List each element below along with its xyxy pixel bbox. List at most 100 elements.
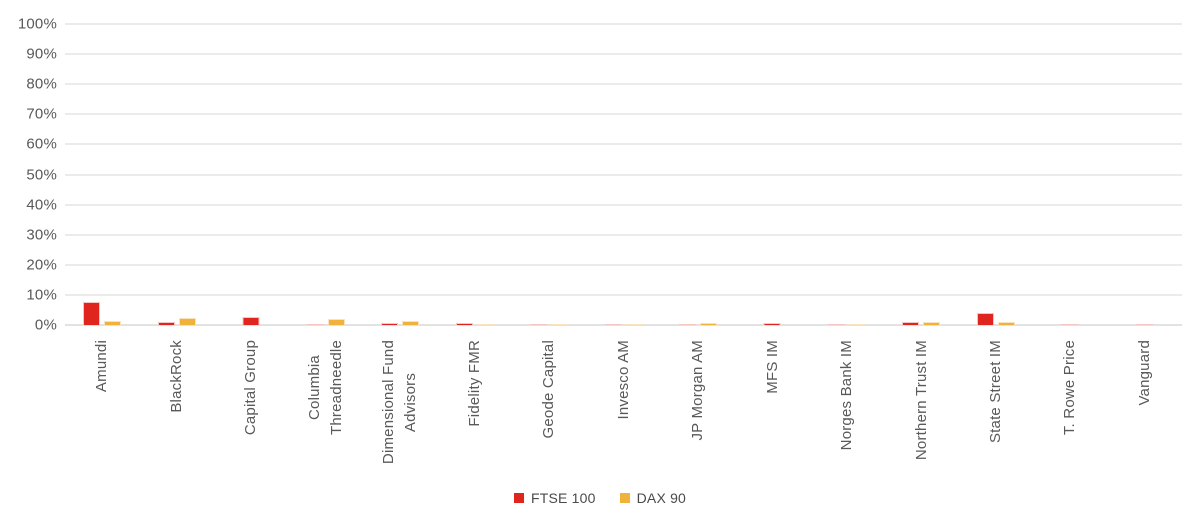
bar-group bbox=[902, 322, 941, 325]
bar-dax-90 bbox=[327, 318, 345, 325]
gridline bbox=[65, 293, 1182, 296]
bar-dax-90 bbox=[178, 318, 196, 325]
plot-area bbox=[65, 23, 1182, 326]
x-axis-label-cell: Northern Trust IM bbox=[884, 333, 958, 483]
y-axis-tick-label: 50% bbox=[26, 166, 57, 183]
gridline bbox=[65, 23, 1182, 25]
bar-ftse-100 bbox=[678, 324, 696, 325]
bar-dax-90 bbox=[997, 322, 1015, 325]
y-axis-tick-label: 20% bbox=[26, 256, 57, 274]
legend-label-dax-90: DAX 90 bbox=[636, 490, 687, 506]
bar-ftse-100 bbox=[763, 322, 781, 325]
y-axis-tick-label: 60% bbox=[26, 135, 57, 153]
gridline bbox=[65, 53, 1182, 56]
x-axis-label: State Street IM bbox=[986, 340, 1004, 444]
bar-ftse-100 bbox=[1136, 324, 1154, 325]
gridline bbox=[65, 173, 1182, 176]
x-axis-label: BlackRock bbox=[167, 340, 185, 413]
bar-group bbox=[763, 322, 781, 325]
x-axis-label-cell: T. Rowe Price bbox=[1033, 333, 1107, 483]
legend-swatch-dax-90 bbox=[619, 493, 630, 503]
gridline bbox=[65, 263, 1182, 266]
legend-item-dax-90: DAX 90 bbox=[619, 490, 687, 506]
y-axis-tick-label: 70% bbox=[26, 105, 57, 123]
x-axis-label-cell: Geode Capital bbox=[512, 333, 586, 483]
x-axis-label-cell: Fidelity FMR bbox=[437, 333, 511, 483]
y-axis-tick-label: 10% bbox=[26, 286, 57, 304]
bar-group bbox=[604, 324, 643, 325]
bar-dax-90 bbox=[923, 322, 941, 325]
bar-group bbox=[976, 312, 1015, 325]
bar-group bbox=[157, 318, 196, 325]
bar-dax-90 bbox=[848, 324, 866, 325]
x-axis: Amundi BlackRock Capital Group Columbia Thr… bbox=[65, 333, 1182, 483]
legend-label-ftse-100: FTSE 100 bbox=[530, 490, 596, 506]
bar-group bbox=[455, 322, 494, 325]
gridline bbox=[65, 83, 1182, 86]
bar-group bbox=[381, 321, 420, 325]
x-axis-label: JP Morgan AM bbox=[689, 340, 707, 441]
legend-item-ftse-100: FTSE 100 bbox=[513, 490, 596, 506]
gridline bbox=[65, 203, 1182, 206]
bar-group bbox=[1061, 323, 1079, 325]
x-axis-label: Columbia Threadneedle bbox=[305, 340, 345, 435]
bar-dax-90 bbox=[402, 321, 420, 325]
gridline bbox=[65, 233, 1182, 236]
bar-ftse-100 bbox=[530, 324, 548, 325]
x-axis-label-cell: Capital Group bbox=[214, 333, 288, 483]
bar-group bbox=[83, 302, 122, 325]
legend-swatch-ftse-100 bbox=[513, 493, 524, 503]
bar-ftse-100 bbox=[83, 302, 101, 325]
x-axis-label-cell: Vanguard bbox=[1108, 333, 1182, 483]
bar-group bbox=[678, 322, 717, 325]
y-axis-tick-label: 80% bbox=[26, 75, 57, 93]
x-axis-label-cell: BlackRock bbox=[139, 333, 213, 483]
bar-ftse-100 bbox=[242, 317, 260, 325]
bar-dax-90 bbox=[476, 323, 494, 325]
y-axis-tick-label: 0% bbox=[34, 316, 57, 334]
x-axis-label: T. Rowe Price bbox=[1061, 340, 1079, 436]
bar-dax-90 bbox=[104, 320, 122, 325]
x-axis-label: Geode Capital bbox=[540, 340, 558, 439]
bar-ftse-100 bbox=[902, 322, 920, 325]
bar-dax-90 bbox=[625, 324, 643, 325]
x-axis-label-cell: Amundi bbox=[65, 333, 139, 483]
x-axis-label-cell: Invesco AM bbox=[586, 333, 660, 483]
x-axis-label-cell: Norges Bank IM bbox=[810, 333, 884, 483]
gridline bbox=[65, 113, 1182, 116]
y-axis-tick-label: 100% bbox=[17, 15, 57, 33]
x-axis-label-cell: MFS IM bbox=[735, 333, 809, 483]
bar-group bbox=[306, 318, 345, 325]
y-axis: 100% 90% 80% 70% 60% 50% 40% 30% 20% 10% 0% bbox=[0, 16, 57, 334]
bar-dax-90 bbox=[551, 324, 569, 325]
y-axis-tick-label: 40% bbox=[26, 196, 57, 214]
bar-group bbox=[1136, 324, 1154, 325]
bar-ftse-100 bbox=[1061, 323, 1079, 325]
bar-ftse-100 bbox=[976, 312, 994, 325]
legend: FTSE 100 DAX 90 bbox=[0, 490, 1200, 506]
x-axis-label: Dimensional Fund Advisors bbox=[380, 340, 420, 465]
x-axis-label: Amundi bbox=[93, 340, 111, 393]
x-axis-label-cell: JP Morgan AM bbox=[661, 333, 735, 483]
bar-ftse-100 bbox=[827, 324, 845, 325]
x-axis-label-cell: Dimensional Fund Advisors bbox=[363, 333, 437, 483]
x-axis-label-cell: Columbia Threadneedle bbox=[288, 333, 362, 483]
bar-ftse-100 bbox=[604, 324, 622, 325]
bar-ftse-100 bbox=[306, 324, 324, 325]
x-axis-label-cell: State Street IM bbox=[959, 333, 1033, 483]
y-axis-tick-label: 90% bbox=[26, 45, 57, 63]
gridline bbox=[65, 143, 1182, 146]
bar-dax-90 bbox=[699, 322, 717, 325]
bar-group bbox=[242, 317, 260, 325]
y-axis-tick-label: 30% bbox=[26, 226, 57, 244]
gridline bbox=[65, 324, 1182, 326]
x-axis-label: Fidelity FMR bbox=[465, 340, 483, 427]
bar-group bbox=[827, 324, 866, 325]
x-axis-label: Invesco AM bbox=[614, 340, 632, 420]
x-axis-label: Vanguard bbox=[1135, 340, 1153, 406]
bar-group bbox=[530, 324, 569, 325]
bar-ftse-100 bbox=[455, 322, 473, 325]
bar-ftse-100 bbox=[157, 322, 175, 325]
x-axis-label: Capital Group bbox=[242, 340, 260, 436]
